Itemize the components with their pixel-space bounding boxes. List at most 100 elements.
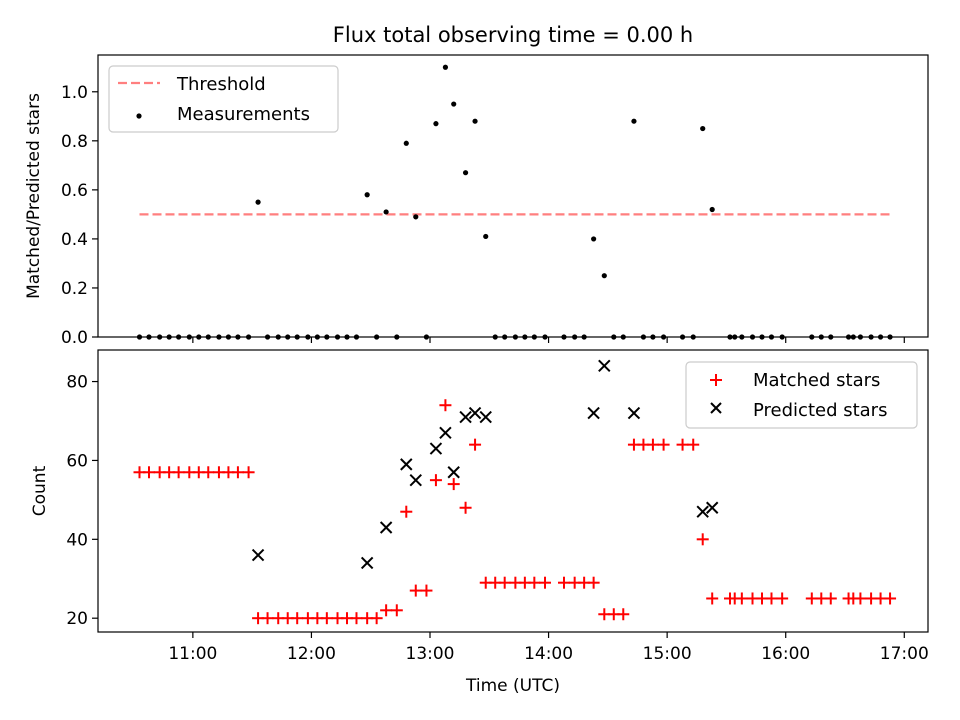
bottom-legend: Matched stars Predicted stars: [685, 361, 918, 429]
matched-stars-point: [617, 608, 630, 621]
top-y-axis-label: Matched/Predicted stars: [24, 93, 44, 299]
measurement-point: [364, 192, 370, 198]
bottom-y-axis-label: Count: [30, 465, 50, 516]
top-legend: Threshold Measurements: [108, 65, 339, 133]
predicted-stars-point: [429, 442, 443, 455]
measurement-point: [255, 199, 261, 205]
matched-stars-point: [350, 612, 363, 625]
predicted-legend-label: Predicted stars: [753, 400, 887, 421]
matched-stars-point: [776, 592, 789, 605]
predicted-stars-point: [479, 410, 492, 424]
predicted-stars-point: [598, 359, 611, 372]
legend-frame: [685, 361, 918, 429]
matched-stars-point: [696, 533, 709, 546]
x-tick-label: 13:00: [406, 644, 455, 664]
matched-stars-point: [400, 505, 413, 518]
y-tick-label: 0.4: [61, 230, 88, 250]
matched-stars-point: [420, 584, 433, 597]
measurement-point: [472, 118, 478, 124]
matched-stars-point: [498, 576, 511, 589]
measurements-legend-label: Measurements: [177, 104, 310, 125]
predicted-stars-point: [468, 406, 482, 420]
predicted-stars-point: [439, 426, 452, 440]
bottom-axes-frame: [97, 349, 929, 633]
predicted-stars-point: [379, 521, 393, 534]
measurements-legend-swatch: [136, 113, 142, 119]
matched-stars-point: [687, 438, 700, 451]
matched-stars-point: [469, 438, 482, 451]
matched-legend-swatch: [710, 374, 722, 386]
predicted-stars-point: [409, 473, 422, 487]
matched-stars-point: [459, 501, 472, 514]
matched-stars-point: [291, 612, 304, 625]
matched-stars-point: [854, 592, 867, 605]
matched-stars-point: [231, 466, 244, 479]
y-tick-label: 40: [66, 530, 88, 550]
matched-stars-point: [676, 438, 689, 451]
matched-stars-point: [202, 466, 215, 479]
measurement-point: [451, 101, 457, 107]
x-tick-label: 15:00: [643, 644, 692, 664]
matched-stars-point: [765, 592, 778, 605]
measurement-point: [591, 236, 597, 242]
predicted-stars-point: [459, 410, 472, 424]
predicted-stars-point: [400, 458, 413, 471]
x-tick-label: 17:00: [880, 644, 929, 664]
measurement-point: [601, 273, 607, 279]
x-tick-label: 14:00: [524, 644, 573, 664]
x-axis-label: Time (UTC): [465, 676, 560, 696]
matched-stars-point: [142, 466, 155, 479]
top-x-ticks: [192, 337, 905, 343]
measurement-point: [631, 118, 637, 124]
predicted-legend-swatch: [710, 402, 722, 414]
bottom-x-ticks: 11:00 12:00 13:00 14:00 15:00 16:00 17:00: [168, 632, 929, 664]
measurement-point: [700, 125, 706, 132]
predicted-stars-point: [696, 505, 709, 518]
measurement-point: [433, 121, 439, 127]
x-tick-label: 12:00: [287, 644, 336, 664]
matched-stars-point: [587, 576, 600, 589]
chart-title: Flux total observing time = 0.00 h: [333, 23, 693, 47]
predicted-stars-point: [447, 466, 460, 479]
matched-stars-point: [320, 612, 333, 625]
measurement-point: [413, 214, 419, 220]
measurement-point: [462, 170, 469, 176]
y-tick-label: 0.8: [61, 132, 88, 152]
matched-stars-point: [172, 466, 185, 479]
predicted-stars-point: [627, 406, 641, 420]
y-tick-label: 20: [66, 609, 88, 629]
matched-stars-point: [261, 612, 274, 625]
predicted-stars-point: [251, 548, 265, 562]
measurement-point: [442, 64, 449, 70]
predicted-stars-point: [360, 556, 374, 570]
legend-frame: [108, 65, 339, 133]
top-axes-frame: [97, 54, 929, 338]
y-tick-label: 1.0: [61, 83, 88, 103]
matched-stars-point: [242, 466, 255, 479]
matched-stars-point: [429, 474, 442, 487]
matched-legend-label: Matched stars: [753, 370, 880, 391]
measurement-point: [483, 233, 489, 240]
matched-stars-point: [646, 438, 659, 451]
y-tick-label: 0.0: [61, 328, 88, 348]
x-tick-label: 16:00: [761, 644, 810, 664]
matched-stars-point: [439, 399, 452, 412]
matched-stars-point: [370, 612, 383, 625]
measurement-point: [403, 140, 409, 146]
matched-stars-point: [706, 592, 719, 605]
predicted-stars-point: [587, 406, 600, 420]
top-y-ticks: 0.0 0.2 0.4 0.6 0.8 1.0: [61, 83, 98, 348]
matched-stars-point: [824, 592, 837, 605]
x-tick-label: 11:00: [168, 644, 217, 664]
measurement-point: [709, 206, 715, 213]
y-tick-label: 80: [66, 373, 88, 393]
y-tick-label: 0.6: [61, 181, 88, 201]
matched-stars-point: [539, 576, 552, 589]
matched-stars-point: [528, 576, 541, 589]
matched-stars-point: [380, 604, 393, 617]
matched-stars-point: [884, 592, 897, 605]
bottom-y-ticks: 20 40 60 80: [66, 373, 98, 629]
matched-stars-point: [657, 438, 670, 451]
threshold-legend-label: Threshold: [176, 74, 266, 95]
